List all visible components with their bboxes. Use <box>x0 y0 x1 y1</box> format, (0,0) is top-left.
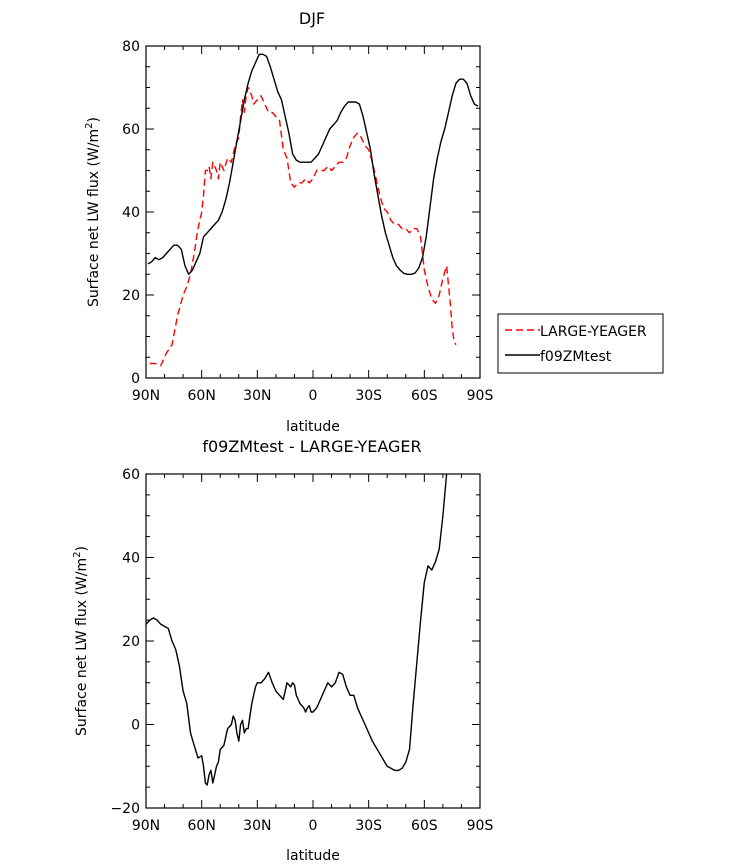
top-ytick-label: 80 <box>122 39 140 55</box>
bottom-xtick-label: 90S <box>467 818 494 834</box>
legend-label-f09zmtest: f09ZMtest <box>540 349 612 365</box>
top-series-f09zmtest <box>147 53 479 275</box>
top-ticks-group: 90N 60N 30N 0 30S 60S 90S 0 20 40 60 80 <box>122 39 493 404</box>
bottom-x-axis-label: latitude <box>286 848 340 864</box>
bottom-xtick-label: 90N <box>132 818 160 834</box>
top-y-axis-label-main: Surface net LW flux (W/m <box>86 129 102 307</box>
bottom-xtick-label: 30S <box>355 818 382 834</box>
top-xtick-label: 0 <box>309 388 318 404</box>
bottom-y-axis-label-close: ) <box>74 546 90 551</box>
top-plot-area: 90N 60N 30N 0 30S 60S 90S 0 20 40 60 80 <box>122 39 493 404</box>
top-x-axis-label: latitude <box>286 419 340 435</box>
bottom-plot-frame <box>145 473 481 809</box>
bottom-xtick-label: 60N <box>188 818 216 834</box>
legend-label-large-yeager: LARGE-YEAGER <box>540 324 647 340</box>
bottom-y-axis-label-sup: 2 <box>72 551 83 557</box>
bottom-xtick-label: 60S <box>411 818 438 834</box>
bottom-chart-title: f09ZMtest - LARGE-YEAGER <box>202 437 421 456</box>
top-ytick-label: 20 <box>122 288 140 304</box>
bottom-series-f09zmtest-large-yeager <box>146 474 448 786</box>
top-xtick-label: 90S <box>467 388 494 404</box>
top-xtick-label: 30S <box>355 388 382 404</box>
legend-box <box>497 313 664 374</box>
bottom-panel: f09ZMtest - LARGE-YEAGER 90N 60N 30N 0 30S 60… <box>72 437 493 864</box>
bottom-ytick-label: 20 <box>122 634 140 650</box>
bottom-series-group <box>146 474 448 786</box>
top-ytick-label: 40 <box>122 205 140 221</box>
top-legend: LARGE-YEAGER f09ZMtest <box>497 313 664 374</box>
top-xtick-label: 30N <box>243 388 271 404</box>
bottom-ytick-label: 40 <box>122 551 140 567</box>
top-xtick-label: 60S <box>411 388 438 404</box>
bottom-xtick-label: 30N <box>243 818 271 834</box>
top-chart-title: DJF <box>299 9 325 28</box>
bottom-ticks-group: 90N 60N 30N 0 30S 60S 90S −20 0 20 40 60 <box>110 467 493 834</box>
bottom-ytick-label: −20 <box>110 801 140 817</box>
top-panel: DJF 90N 60N 30N 0 30S 60S 90S 0 20 40 60 80 latitud… <box>84 9 664 435</box>
top-ytick-label: 0 <box>131 371 140 387</box>
top-xtick-label: 60N <box>188 388 216 404</box>
bottom-ytick-label: 60 <box>122 467 140 483</box>
bottom-plot-area: 90N 60N 30N 0 30S 60S 90S −20 0 20 40 60 <box>110 467 493 834</box>
bottom-xtick-label: 0 <box>309 818 318 834</box>
top-ytick-label: 60 <box>122 122 140 138</box>
bottom-ytick-label: 0 <box>131 718 140 734</box>
top-y-axis-label-sup: 2 <box>84 122 95 128</box>
top-series-group <box>147 53 479 367</box>
top-y-axis-label: Surface net LW flux (W/m2) <box>84 117 102 307</box>
top-series-large-yeager <box>149 86 457 367</box>
bottom-y-axis-label-main: Surface net LW flux (W/m <box>74 558 90 736</box>
top-y-axis-label-close: ) <box>86 117 102 122</box>
top-xtick-label: 90N <box>132 388 160 404</box>
bottom-y-axis-label: Surface net LW flux (W/m2) <box>72 546 90 736</box>
